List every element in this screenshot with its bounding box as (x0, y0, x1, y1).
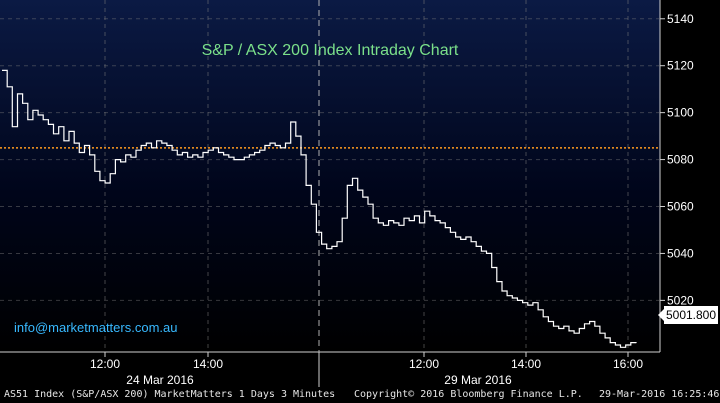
y-tick-label: 5080 (667, 153, 694, 167)
x-tick-label: 14:00 (511, 357, 541, 371)
session-date-label: 29 Mar 2016 (444, 373, 512, 387)
footer-copyright: Copyright© 2016 Bloomberg Finance L.P. (354, 389, 583, 400)
chart-title: S&P / ASX 200 Index Intraday Chart (201, 42, 459, 59)
status-footer: AS51 Index (S&P/ASX 200) MarketMatters 1… (0, 387, 720, 403)
x-tick-label: 12:00 (409, 357, 439, 371)
footer-timestamp: 29-Mar-2016 16:25:46 (599, 389, 720, 400)
website-label: info@marketmatters.com.au (14, 320, 178, 335)
y-tick-label: 5120 (667, 59, 694, 73)
y-tick-label: 5060 (667, 200, 694, 214)
price-line (2, 69, 637, 348)
x-tick-label: 12:00 (90, 357, 120, 371)
session-date-label: 24 Mar 2016 (126, 373, 194, 387)
y-tick-label: 5140 (667, 12, 694, 26)
intraday-chart: 12:00 14:00 12:00 14:00 16:00 24 Mar 2016 29 M… (0, 0, 694, 387)
y-tick-label: 5100 (667, 106, 694, 120)
y-tick-label: 5040 (667, 246, 694, 260)
footer-ticker-info: AS51 Index (S&P/ASX 200) MarketMatters 1… (4, 389, 336, 400)
x-tick-label: 14:00 (193, 357, 223, 371)
y-tick-label: 5020 (667, 293, 694, 307)
last-price-label: 5001.800 (658, 306, 718, 324)
x-tick-label: 16:00 (613, 357, 643, 371)
